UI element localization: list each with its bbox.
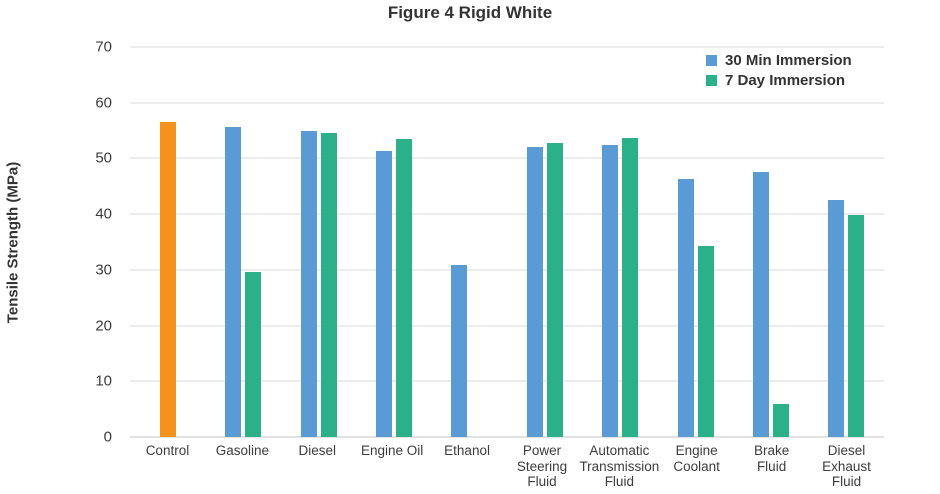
- bar-group-power-steering-fluid: [507, 47, 582, 437]
- x-category-label-ethanol: Ethanol: [444, 443, 490, 458]
- gridline-30: [130, 269, 884, 271]
- x-category-label-engine-oil: Engine Oil: [361, 443, 424, 458]
- y-tick-label-60: 60: [95, 94, 112, 112]
- x-category-label-gasoline: Gasoline: [215, 443, 269, 458]
- bar-group-gasoline: [205, 47, 280, 437]
- bar-diesel-7day: [320, 133, 337, 437]
- legend: 30 Min Immersion 7 Day Immersion: [706, 53, 852, 88]
- legend-item-30min: 30 Min Immersion: [706, 53, 852, 68]
- bar-group-control: [130, 47, 205, 437]
- bar-group-engine-oil: [356, 47, 431, 437]
- bar-control-control: [159, 122, 176, 437]
- y-tick-label-40: 40: [95, 205, 112, 223]
- bar-group-engine-coolant: [658, 47, 733, 437]
- bar-automatic-transmission-fluid-30min: [602, 145, 619, 437]
- bar-groups: [130, 47, 884, 437]
- bar-power-steering-fluid-7day: [546, 143, 563, 437]
- gridline-70: [130, 46, 884, 48]
- y-tick-label-50: 50: [95, 149, 112, 167]
- gridline-20: [130, 325, 884, 327]
- bar-ethanol-30min: [451, 264, 468, 437]
- x-category-label-power-steering-fluid: Power Steering Fluid: [516, 443, 568, 490]
- bar-group-diesel: [281, 47, 356, 437]
- y-tick-label-70: 70: [95, 38, 112, 56]
- chart-title: Figure 4 Rigid White: [387, 3, 553, 22]
- bar-group-diesel-exhaust-fluid: [809, 47, 884, 437]
- gridline-50: [130, 157, 884, 159]
- bar-group-brake-fluid: [733, 47, 808, 437]
- x-axis-category-labels: Control Gasoline Diesel Engine Oil Ethanol Po…: [130, 443, 884, 490]
- gridline-0: [130, 436, 884, 438]
- legend-label-7day: 7 Day Immersion: [725, 72, 846, 89]
- y-axis-tick-labels: 0 10 20 30 40 50 60 70: [0, 40, 112, 445]
- bar-engine-coolant-7day: [697, 245, 714, 437]
- bar-diesel-exhaust-fluid-7day: [848, 215, 865, 437]
- bar-brake-fluid-7day: [772, 404, 789, 437]
- bar-engine-oil-30min: [375, 151, 392, 437]
- y-tick-label-10: 10: [95, 372, 112, 390]
- bar-gasoline-30min: [225, 126, 242, 437]
- gridline-60: [130, 102, 884, 104]
- x-category-label-brake-fluid: Brake Fluid: [753, 443, 790, 474]
- bar-diesel-30min: [300, 131, 317, 437]
- bar-engine-oil-7day: [395, 138, 412, 437]
- legend-label-30min: 30 Min Immersion: [725, 52, 852, 69]
- gridline-10: [130, 380, 884, 382]
- bar-engine-coolant-30min: [677, 178, 694, 437]
- bar-group-ethanol: [432, 47, 507, 437]
- x-category-label-diesel-exhaust-fluid: Diesel Exhaust Fluid: [822, 443, 871, 490]
- bar-group-automatic-transmission-fluid: [582, 47, 657, 437]
- y-tick-label-30: 30: [95, 261, 112, 279]
- bar-diesel-exhaust-fluid-30min: [828, 199, 845, 437]
- plot-area: [130, 46, 884, 438]
- bar-automatic-transmission-fluid-7day: [622, 138, 639, 437]
- x-category-label-control: Control: [145, 443, 190, 458]
- y-tick-label-20: 20: [95, 317, 112, 335]
- legend-swatch-30min: [706, 55, 717, 66]
- bar-gasoline-7day: [245, 272, 262, 437]
- x-category-label-engine-coolant: Engine Coolant: [673, 443, 720, 474]
- bar-power-steering-fluid-30min: [526, 146, 543, 437]
- x-category-label-automatic-transmission-fluid: Automatic Transmission Fluid: [579, 443, 660, 490]
- legend-item-7day: 7 Day Immersion: [706, 73, 852, 88]
- bar-brake-fluid-30min: [752, 172, 769, 437]
- gridline-40: [130, 213, 884, 215]
- legend-swatch-7day: [706, 75, 717, 86]
- x-category-label-diesel: Diesel: [298, 443, 337, 458]
- y-tick-label-0: 0: [103, 428, 112, 446]
